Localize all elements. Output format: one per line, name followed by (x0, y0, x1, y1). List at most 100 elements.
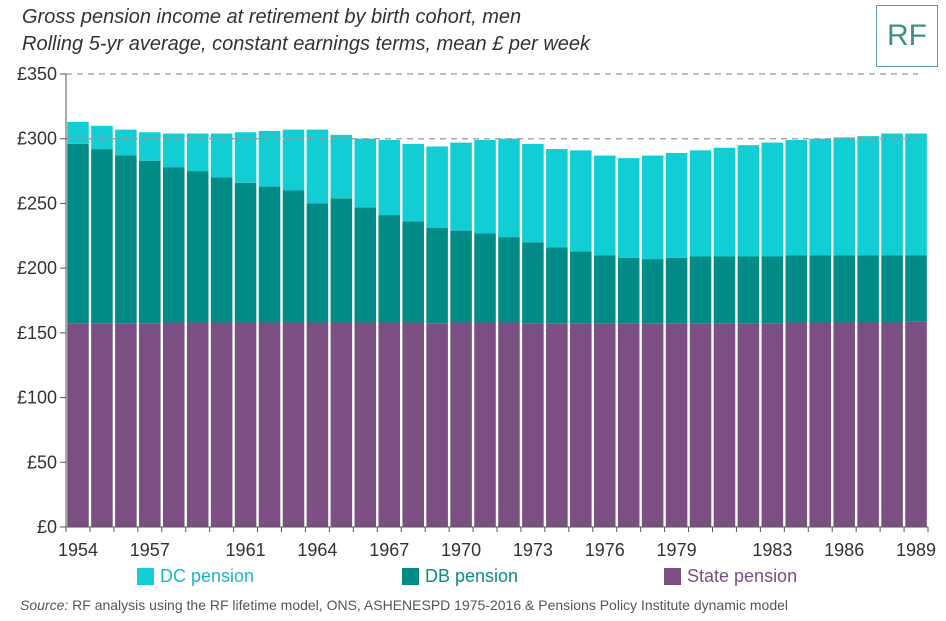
legend-swatch-state (664, 568, 681, 585)
bar-dc-1986 (833, 137, 855, 256)
bar-db-1966 (354, 207, 377, 323)
bar-dc-1955 (91, 125, 113, 150)
bar-state-1956 (115, 323, 137, 527)
bar-db-1967 (378, 215, 401, 323)
bar-state-1973 (522, 323, 544, 527)
bar-dc-1973 (522, 143, 544, 243)
bar-db-1987 (857, 255, 879, 323)
y-tick-label: £350 (17, 64, 57, 84)
bar-state-1955 (91, 323, 113, 527)
legend-label-db: DB pension (425, 566, 519, 586)
bar-db-1956 (115, 155, 137, 324)
bar-state-1961 (234, 322, 257, 527)
x-tick-label: 1979 (657, 540, 697, 560)
legend-item-dc: DC pension (137, 566, 254, 587)
chart-title: Gross pension income at retirement by bi… (22, 6, 522, 28)
bar-dc-1954 (67, 121, 89, 144)
y-tick-label: £50 (27, 452, 57, 472)
legend-swatch-dc (137, 568, 154, 585)
source-note: Source: RF analysis using the RF lifetim… (20, 597, 788, 613)
x-tick-label: 1973 (513, 540, 553, 560)
source-label: Source: (20, 597, 69, 613)
bar-db-1969 (426, 228, 448, 324)
bar-state-1984 (785, 322, 808, 527)
bar-db-1982 (737, 256, 760, 324)
bar-state-1988 (881, 322, 903, 527)
bar-state-1957 (139, 323, 161, 527)
legend-swatch-db (402, 568, 419, 585)
legend-label-dc: DC pension (160, 566, 255, 586)
bar-state-1972 (498, 322, 520, 527)
bar-db-1961 (234, 182, 257, 323)
bar-dc-1975 (570, 150, 592, 252)
bar-state-1971 (474, 322, 496, 527)
y-tick-label: £0 (37, 517, 57, 537)
bar-dc-1967 (378, 140, 401, 216)
x-tick-label: 1964 (297, 540, 337, 560)
bar-state-1964 (306, 322, 329, 527)
bar-db-1986 (833, 255, 855, 323)
bar-dc-1960 (210, 133, 233, 178)
bar-dc-1969 (426, 146, 448, 229)
bar-dc-1971 (474, 140, 496, 234)
bar-state-1976 (593, 323, 616, 527)
bar-state-1989 (905, 321, 927, 527)
bar-db-1965 (330, 198, 353, 323)
bar-state-1954 (67, 323, 89, 527)
bar-dc-1972 (498, 138, 520, 238)
bar-dc-1974 (546, 149, 568, 248)
bar-dc-1984 (785, 140, 808, 256)
bar-db-1985 (809, 255, 832, 323)
bar-dc-1963 (282, 129, 305, 191)
y-tick-label: £250 (17, 193, 57, 213)
bar-state-1966 (354, 322, 377, 527)
bar-dc-1978 (641, 155, 664, 260)
bar-db-1955 (91, 149, 113, 324)
bar-db-1979 (665, 257, 688, 324)
bar-db-1974 (546, 247, 568, 324)
x-tick-label: 1957 (130, 540, 170, 560)
bar-db-1978 (641, 259, 664, 324)
bar-dc-1966 (354, 138, 377, 208)
bar-state-1985 (809, 322, 832, 527)
bar-state-1983 (761, 323, 784, 527)
bar-dc-1985 (809, 138, 832, 256)
bar-dc-1989 (905, 133, 927, 256)
y-tick-label: £100 (17, 388, 57, 408)
bar-state-1967 (378, 322, 401, 527)
bar-dc-1970 (450, 142, 472, 231)
x-tick-label: 1976 (585, 540, 625, 560)
legend-item-state: State pension (664, 566, 797, 587)
bar-state-1982 (737, 323, 760, 527)
bar-db-1972 (498, 237, 520, 323)
bar-dc-1964 (306, 129, 329, 204)
x-tick-label: 1989 (896, 540, 936, 560)
bar-dc-1987 (857, 136, 879, 256)
bar-dc-1980 (689, 150, 712, 257)
bar-db-1954 (67, 143, 89, 324)
bar-state-1981 (713, 323, 736, 527)
bar-db-1971 (474, 233, 496, 323)
bar-db-1983 (761, 256, 784, 324)
bar-state-1970 (450, 322, 472, 527)
x-tick-label: 1961 (226, 540, 266, 560)
bar-dc-1961 (234, 132, 257, 183)
bar-state-1986 (833, 322, 855, 527)
bar-db-1957 (139, 160, 161, 324)
bar-db-1973 (522, 242, 544, 324)
x-tick-label: 1983 (752, 540, 792, 560)
bar-db-1963 (282, 190, 305, 323)
legend-label-state: State pension (687, 566, 798, 586)
bar-db-1981 (713, 256, 736, 324)
bar-db-1968 (402, 221, 424, 323)
bar-dc-1965 (330, 134, 353, 199)
bar-dc-1979 (665, 152, 688, 258)
bar-dc-1959 (186, 133, 209, 172)
x-tick-label: 1967 (369, 540, 409, 560)
bar-dc-1956 (115, 129, 137, 156)
bar-state-1968 (402, 322, 424, 527)
bar-db-1964 (306, 203, 329, 323)
bar-dc-1983 (761, 142, 784, 257)
bar-state-1965 (330, 322, 353, 527)
chart-subtitle: Rolling 5-yr average, constant earnings … (22, 33, 591, 55)
